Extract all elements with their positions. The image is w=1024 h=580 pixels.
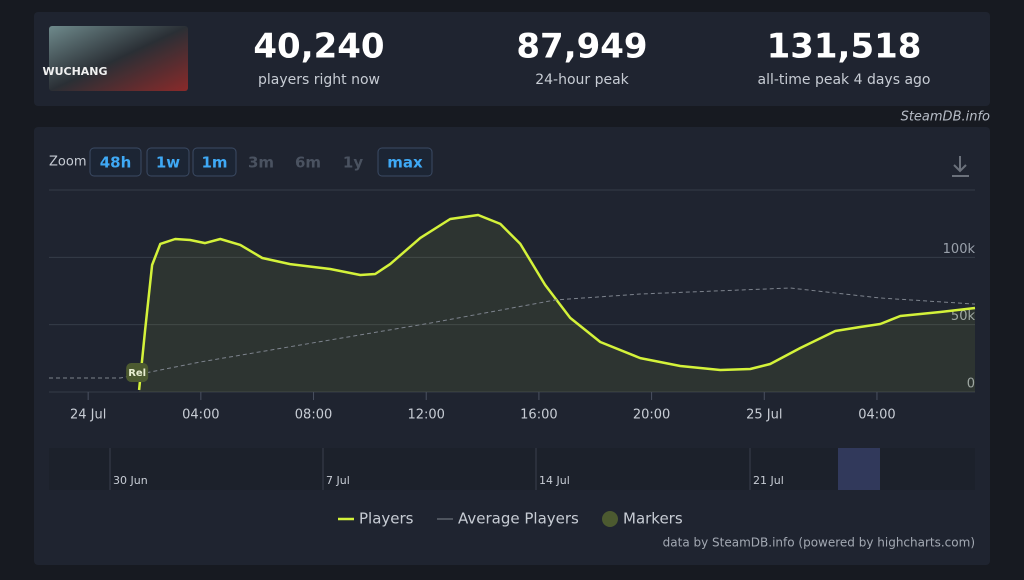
navigator-label: 7 Jul xyxy=(326,474,350,487)
navigator-selection xyxy=(838,448,880,490)
download-icon[interactable] xyxy=(952,156,969,177)
zoom-option: 3m xyxy=(248,154,274,172)
marker-label: Rel xyxy=(128,368,146,379)
series-line xyxy=(49,287,976,379)
zoom-button[interactable] xyxy=(89,147,142,177)
stat-label: 24-hour peak xyxy=(535,72,629,88)
zoom-option[interactable]: 1w xyxy=(156,154,180,172)
navigator-label: 14 Jul xyxy=(539,474,570,487)
stat-value: 131,518 xyxy=(767,27,922,67)
x-tick-label: 25 Jul xyxy=(746,408,782,423)
stat-value: 87,949 xyxy=(516,27,647,67)
legend-label: Average Players xyxy=(458,510,579,528)
x-tick-label: 12:00 xyxy=(407,408,444,423)
x-tick-label: 04:00 xyxy=(858,408,895,423)
source: SteamDB.info xyxy=(901,110,990,125)
y-tick-label: 100k xyxy=(943,242,976,257)
navigator-label: 30 Jun xyxy=(113,474,148,487)
y-tick-label: 50k xyxy=(951,309,976,324)
stat-value: 40,240 xyxy=(253,27,384,67)
legend-swatch xyxy=(602,511,618,527)
y-tick-label: 0 xyxy=(967,377,975,392)
stat-label: players right now xyxy=(258,72,380,88)
stat-label: all-time peak 4 days ago xyxy=(757,72,930,88)
logo-text: WUCHANG xyxy=(42,65,107,78)
credits: data by SteamDB.info (powered by highcha… xyxy=(663,536,975,550)
area xyxy=(139,215,976,392)
legend-label: Markers xyxy=(623,510,683,528)
x-tick-label: 04:00 xyxy=(182,408,219,423)
zoom-option: 1y xyxy=(343,154,363,172)
game-thumbnail xyxy=(49,26,188,91)
x-tick-label: 20:00 xyxy=(633,408,670,423)
zoom-option: 6m xyxy=(295,154,321,172)
zoom-option[interactable]: 48h xyxy=(100,154,132,172)
stats-panel xyxy=(34,12,990,106)
x-tick-label: 16:00 xyxy=(520,408,557,423)
navigator-label: 21 Jul xyxy=(753,474,784,487)
zoom-option[interactable]: max xyxy=(387,154,423,172)
zoom-button[interactable] xyxy=(377,147,433,177)
x-tick-label: 24 Jul xyxy=(70,408,106,423)
navigator xyxy=(49,448,975,490)
zoom-option[interactable]: 1m xyxy=(201,154,227,172)
x-tick-label: 08:00 xyxy=(295,408,332,423)
series-line xyxy=(137,213,976,391)
zoom-button[interactable] xyxy=(192,147,237,177)
zoom-label: Zoom xyxy=(49,155,86,170)
zoom-button[interactable] xyxy=(146,147,190,177)
legend-label: Players xyxy=(359,510,414,528)
marker xyxy=(126,363,149,382)
